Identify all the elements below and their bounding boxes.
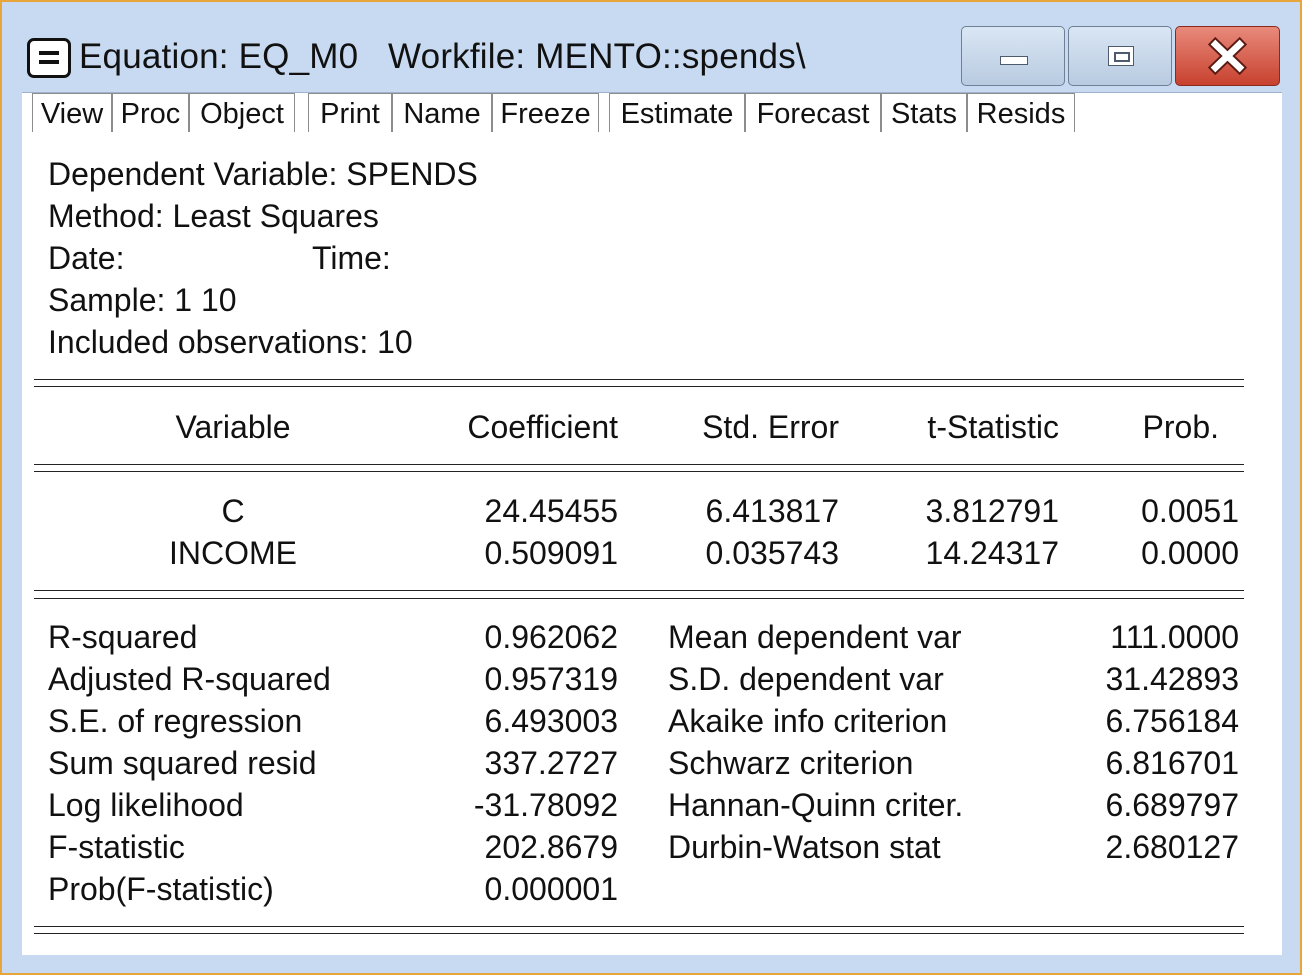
variable-cell: C — [221, 493, 245, 529]
stat-value: 202.8679 — [484, 829, 618, 865]
close-button[interactable] — [1175, 26, 1280, 86]
proc-button[interactable]: Proc — [112, 93, 189, 133]
t-statistic-cell: 14.24317 — [925, 535, 1059, 571]
prob-cell: 0.0000 — [1141, 535, 1239, 571]
divider — [34, 598, 1244, 599]
observations-line: Included observations: 10 — [48, 324, 413, 360]
column-header-coefficient: Coefficient — [467, 409, 618, 445]
divider — [34, 471, 1244, 472]
variable-cell: INCOME — [169, 535, 297, 571]
stat-label: Schwarz criterion — [668, 745, 914, 781]
prob-cell: 0.0051 — [1141, 493, 1239, 529]
close-icon — [1207, 36, 1248, 76]
stat-label: Prob(F-statistic) — [48, 871, 274, 907]
stat-value: 0.000001 — [484, 871, 618, 907]
method-line: Method: Least Squares — [48, 198, 379, 234]
stat-label: S.E. of regression — [48, 703, 303, 739]
stat-label: F-statistic — [48, 829, 185, 865]
window-title: Equation: EQ_M0 Workfile: MENTO::spends\ — [79, 37, 806, 76]
title-bar[interactable]: Equation: EQ_M0 Workfile: MENTO::spends\ — [2, 2, 1300, 90]
date-label: Date: — [48, 240, 125, 276]
stat-value: 111.0000 — [1110, 619, 1239, 655]
estimate-button[interactable]: Estimate — [609, 93, 745, 133]
coefficient-cell: 24.45455 — [484, 493, 618, 529]
stat-label: Log likelihood — [48, 787, 244, 823]
stat-value: 0.962062 — [484, 619, 618, 655]
system-menu-icon[interactable] — [27, 38, 71, 78]
output-pane[interactable]: Dependent Variable: SPENDS Method: Least… — [22, 132, 1282, 955]
stat-value: 6.816701 — [1105, 745, 1239, 781]
stat-label: Sum squared resid — [48, 745, 317, 781]
std-error-cell: 6.413817 — [705, 493, 839, 529]
print-button[interactable]: Print — [308, 93, 392, 133]
stat-value: 337.2727 — [484, 745, 618, 781]
coefficient-cell: 0.509091 — [484, 535, 618, 571]
column-header-prob: Prob. — [1142, 409, 1219, 445]
freeze-button[interactable]: Freeze — [492, 93, 599, 133]
column-header-t-statistic: t-Statistic — [927, 409, 1059, 445]
column-header-variable: Variable — [175, 409, 291, 445]
divider — [34, 386, 1244, 387]
stat-label: Mean dependent var — [668, 619, 962, 655]
stat-value: 6.756184 — [1105, 703, 1239, 739]
stat-label: Hannan-Quinn criter. — [668, 787, 964, 823]
stat-label: Akaike info criterion — [668, 703, 948, 739]
stat-label: Adjusted R-squared — [48, 661, 331, 697]
dependent-variable-line: Dependent Variable: SPENDS — [48, 156, 478, 192]
stat-value: 6.493003 — [484, 703, 618, 739]
divider — [34, 590, 1244, 591]
stat-value: 31.42893 — [1105, 661, 1239, 697]
stat-label: R-squared — [48, 619, 198, 655]
minimize-button[interactable] — [961, 26, 1065, 86]
restore-icon — [1108, 46, 1134, 66]
divider — [34, 926, 1244, 927]
maximize-button[interactable] — [1068, 26, 1172, 86]
resids-button[interactable]: Resids — [967, 93, 1075, 133]
time-label: Time: — [312, 240, 391, 276]
stats-button[interactable]: Stats — [881, 93, 967, 133]
stat-label: S.D. dependent var — [668, 661, 944, 697]
toolbar: View Proc Object Print Name Freeze Estim… — [22, 92, 1282, 133]
divider — [34, 933, 1244, 934]
stat-label: Durbin-Watson stat — [668, 829, 941, 865]
stat-value: 6.689797 — [1105, 787, 1239, 823]
divider — [34, 379, 1244, 380]
divider — [34, 464, 1244, 465]
name-button[interactable]: Name — [392, 93, 492, 133]
stat-value: -31.78092 — [473, 787, 618, 823]
view-button[interactable]: View — [32, 93, 112, 133]
column-header-std-error: Std. Error — [702, 409, 839, 445]
minimize-icon — [1000, 56, 1028, 65]
stat-value: 2.680127 — [1105, 829, 1239, 865]
std-error-cell: 0.035743 — [705, 535, 839, 571]
stat-value: 0.957319 — [484, 661, 618, 697]
object-button[interactable]: Object — [189, 93, 295, 133]
forecast-button[interactable]: Forecast — [745, 93, 881, 133]
sample-line: Sample: 1 10 — [48, 282, 237, 318]
t-statistic-cell: 3.812791 — [925, 493, 1059, 529]
